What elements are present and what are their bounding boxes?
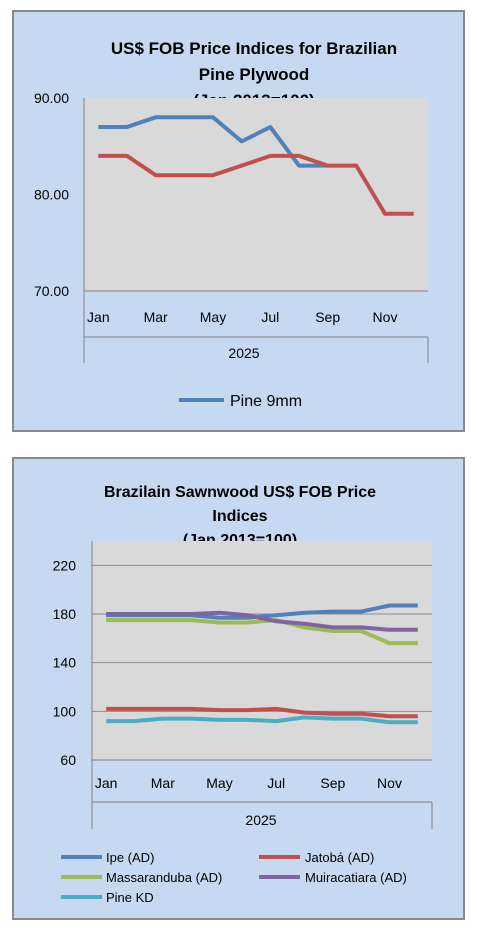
legend-label-muiracatiara: Muiracatiara (AD) <box>305 870 407 885</box>
x-tick-label: Sep <box>315 309 340 325</box>
x-tick-label: Nov <box>373 309 398 325</box>
series-line-pine-kd <box>106 715 418 725</box>
sawnwood-chart: Brazilain Sawnwood US$ FOB Price Indices… <box>53 484 433 905</box>
series-line-massaranduba-ad <box>106 618 418 646</box>
y-tick-label: 100 <box>53 703 77 719</box>
sawnwood-chart-panel: Brazilain Sawnwood US$ FOB Price Indices… <box>12 457 465 920</box>
x-tick-label: Sep <box>320 775 345 791</box>
legend-label-pine-kd: Pine KD <box>106 890 154 905</box>
x-tick-label: Jul <box>261 309 279 325</box>
legend-label-jatoba: Jatobá (AD) <box>305 850 374 865</box>
x-axis-year-label: 2025 <box>245 812 276 828</box>
y-tick-label: 90.00 <box>34 90 69 106</box>
series-line-muiracatiara-ad <box>106 610 418 632</box>
y-tick-label: 220 <box>53 557 77 573</box>
legend-label-massaranduba: Massaranduba (AD) <box>106 870 222 885</box>
chart-title-line-1: US$ FOB Price Indices for Brazilian <box>111 39 397 58</box>
y-tick-label: 60 <box>60 752 76 768</box>
legend-label-ipe: Ipe (AD) <box>106 850 154 865</box>
chart-title-line-1: Brazilain Sawnwood US$ FOB Price <box>104 484 376 501</box>
x-tick-label: Mar <box>151 775 175 791</box>
y-tick-label: 80.00 <box>34 187 69 203</box>
chart-title-line-2: Pine Plywood <box>199 65 310 84</box>
y-tick-label: 70.00 <box>34 283 69 299</box>
series-line-jatob-ad <box>106 706 418 719</box>
x-tick-label: Mar <box>144 309 168 325</box>
x-axis-year-label: 2025 <box>228 345 259 361</box>
x-tick-label: May <box>206 775 232 791</box>
plywood-chart-panel: US$ FOB Price Indices for Brazilian Pine… <box>12 10 465 432</box>
legend-label-pine-9mm: Pine 9mm <box>230 393 302 410</box>
x-tick-label: Jul <box>267 775 285 791</box>
plot-area <box>92 541 432 760</box>
series-line-pine-9mm <box>98 115 328 168</box>
x-tick-label: Jan <box>95 775 118 791</box>
x-tick-label: Jan <box>87 309 110 325</box>
y-tick-label: 140 <box>53 655 77 671</box>
plot-area <box>84 98 428 291</box>
y-tick-label: 180 <box>53 606 77 622</box>
x-tick-label: Nov <box>377 775 402 791</box>
series-line-2 <box>98 153 414 216</box>
chart-title-line-2: Indices <box>212 508 267 525</box>
x-tick-label: May <box>200 309 226 325</box>
plywood-chart: US$ FOB Price Indices for Brazilian Pine… <box>34 39 429 410</box>
